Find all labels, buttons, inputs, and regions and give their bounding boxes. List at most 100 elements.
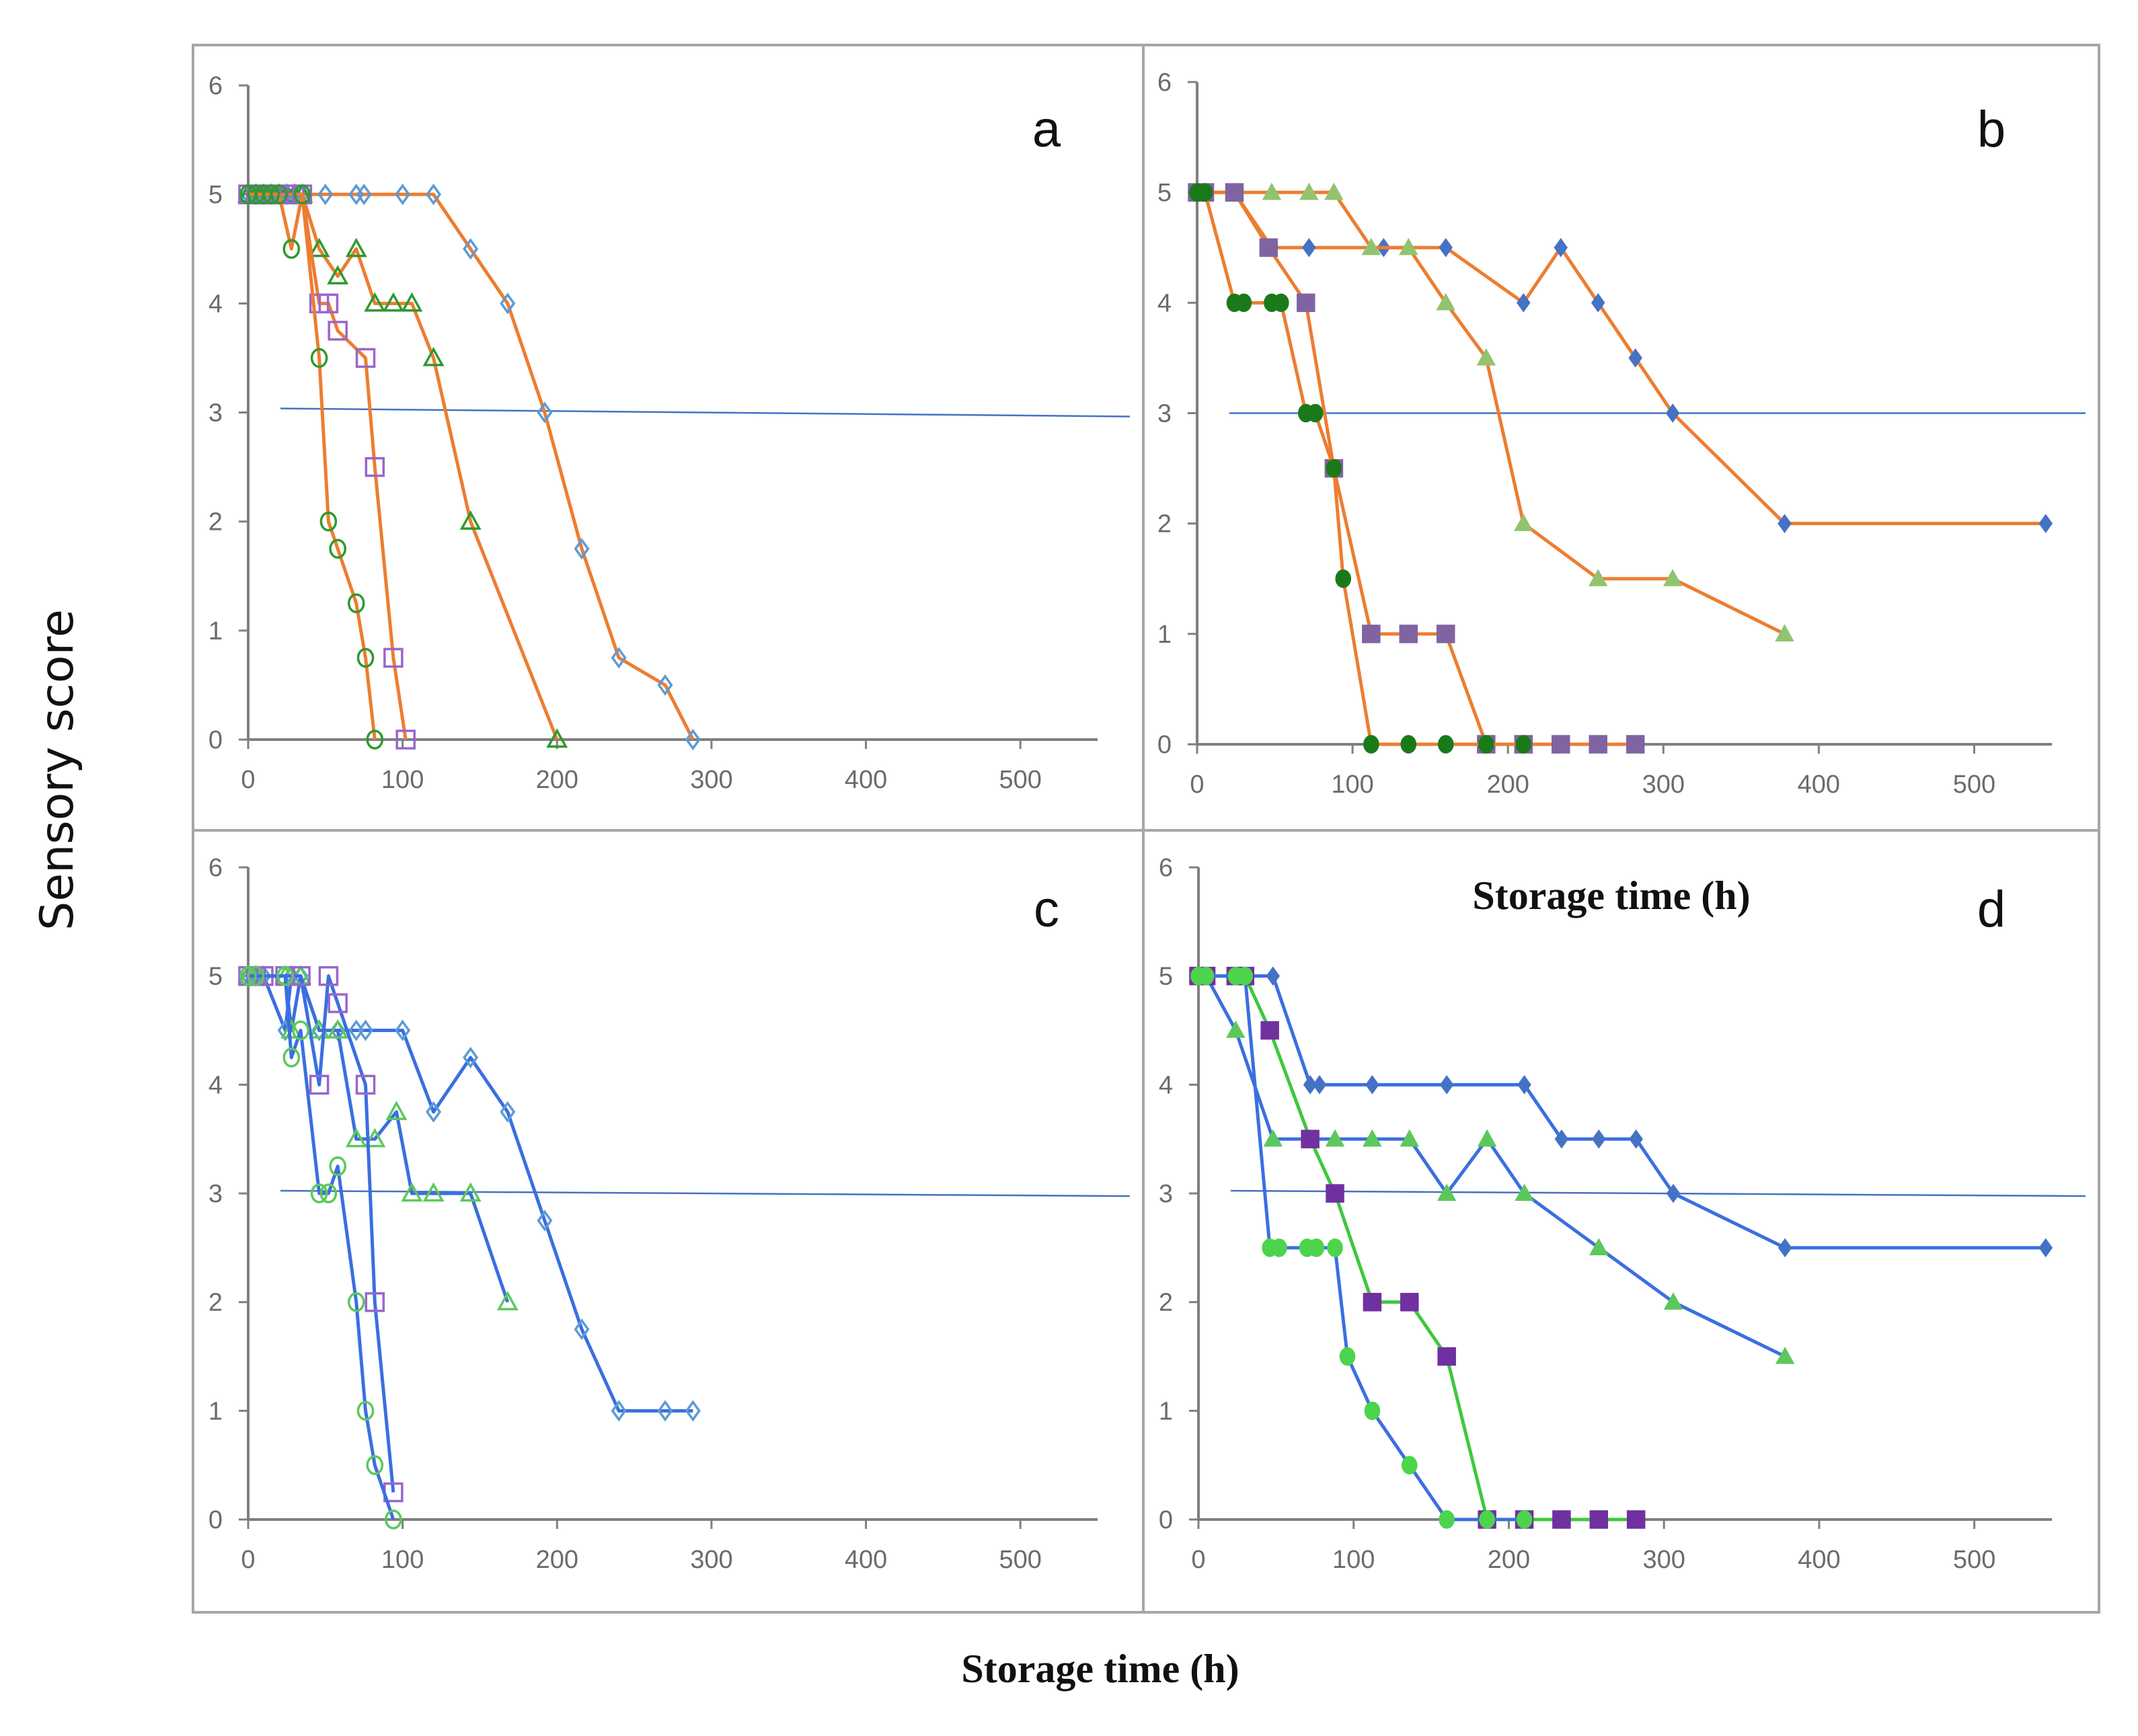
y-tick-label: 6 bbox=[208, 854, 223, 882]
x-tick-label: 400 bbox=[1798, 771, 1840, 799]
data-point-triangle bbox=[1477, 1129, 1497, 1147]
data-point-diamond bbox=[356, 184, 372, 206]
x-tick-label: 300 bbox=[1642, 1546, 1685, 1574]
data-point-diamond bbox=[463, 238, 479, 260]
data-point-circle bbox=[1196, 183, 1213, 202]
data-point-diamond bbox=[574, 538, 590, 560]
data-point-circle bbox=[1198, 966, 1215, 986]
data-point-circle bbox=[1363, 735, 1379, 754]
x-tick-label: 0 bbox=[1190, 771, 1204, 799]
data-point-diamond bbox=[1628, 348, 1642, 368]
data-point-square bbox=[1589, 1510, 1609, 1529]
data-point-triangle bbox=[546, 728, 568, 748]
data-point-circle bbox=[1272, 293, 1289, 313]
data-point-square bbox=[1589, 735, 1607, 754]
data-point-diamond bbox=[358, 1019, 374, 1041]
panel-d: 0 1 2 3 4 5 6 0 100 200 300 400 500 d bbox=[1142, 829, 2100, 1614]
data-point-diamond bbox=[1365, 1075, 1379, 1095]
data-point-diamond bbox=[317, 184, 334, 206]
data-point-square bbox=[395, 729, 416, 750]
x-tick-label: 400 bbox=[845, 1546, 887, 1574]
data-point-circle bbox=[293, 184, 311, 204]
y-tick-label: 3 bbox=[208, 399, 223, 428]
data-point-triangle bbox=[1663, 1292, 1683, 1310]
series-circle bbox=[239, 965, 402, 1530]
x-tick-label: 100 bbox=[381, 766, 424, 794]
data-point-triangle bbox=[345, 237, 367, 258]
data-point-square bbox=[1260, 1021, 1279, 1040]
data-point-triangle bbox=[364, 1128, 386, 1148]
y-tick-label: 0 bbox=[208, 726, 223, 754]
data-point-triangle bbox=[1361, 237, 1381, 255]
y-tick-label: 6 bbox=[1159, 854, 1173, 882]
data-point-circle bbox=[329, 539, 346, 559]
data-point-triangle bbox=[459, 510, 482, 530]
data-point-circle bbox=[1400, 735, 1417, 754]
x-tick-label: 0 bbox=[241, 766, 255, 794]
y-tick-label: 3 bbox=[208, 1180, 223, 1208]
data-point-square bbox=[1552, 735, 1570, 754]
data-point-triangle bbox=[1589, 1238, 1609, 1255]
data-point-square bbox=[1436, 625, 1455, 643]
data-point-square bbox=[1626, 1510, 1646, 1529]
y-tick-label: 2 bbox=[1159, 1289, 1173, 1317]
data-point-circle bbox=[247, 965, 265, 986]
panel-letter: c bbox=[1034, 881, 1059, 938]
x-tick-label: 500 bbox=[1953, 1546, 1995, 1574]
data-point-circle bbox=[1437, 735, 1454, 754]
data-point-triangle bbox=[364, 292, 386, 312]
data-point-square bbox=[1400, 1292, 1419, 1312]
threshold-line bbox=[280, 407, 1131, 418]
y-tick-label: 4 bbox=[1159, 1071, 1173, 1099]
y-tick-label: 0 bbox=[208, 1506, 223, 1534]
data-point-diamond bbox=[657, 1400, 673, 1422]
y-tick-label: 1 bbox=[1159, 1397, 1173, 1425]
x-tick-label: 300 bbox=[690, 1546, 732, 1574]
data-point-circle bbox=[292, 1020, 309, 1041]
data-point-diamond bbox=[1554, 237, 1568, 258]
x-tick-label: 100 bbox=[1331, 771, 1373, 799]
data-point-circle bbox=[1479, 1510, 1495, 1529]
y-tick-label: 2 bbox=[208, 508, 223, 537]
data-point-diamond bbox=[685, 729, 701, 750]
data-point-triangle bbox=[1400, 1129, 1420, 1147]
y-tick-label: 3 bbox=[1157, 400, 1172, 428]
data-point-circle bbox=[276, 965, 294, 986]
data-point-diamond bbox=[1666, 1183, 1681, 1204]
data-point-triangle bbox=[382, 292, 404, 312]
series-circle bbox=[1189, 183, 1532, 754]
y-axis-title: Sensory score bbox=[31, 609, 84, 931]
x-tick-label: 200 bbox=[1488, 1546, 1530, 1574]
data-point-square bbox=[355, 1074, 376, 1095]
data-point-triangle bbox=[1437, 1183, 1457, 1201]
x-tick-label: 0 bbox=[241, 1546, 255, 1574]
y-tick-label: 1 bbox=[1157, 621, 1172, 649]
data-point-square bbox=[355, 348, 376, 368]
x-tick-label: 300 bbox=[690, 766, 732, 794]
x-tick-label: 200 bbox=[536, 1546, 578, 1574]
y-tick-label: 5 bbox=[208, 963, 223, 991]
panel-letter: a bbox=[1032, 101, 1061, 158]
data-point-diamond bbox=[395, 184, 411, 206]
data-point-circle bbox=[262, 184, 280, 204]
data-point-triangle bbox=[1399, 237, 1418, 255]
x-tick-label: 300 bbox=[1642, 771, 1685, 799]
data-point-square bbox=[1437, 1347, 1456, 1366]
x-tick-label: 100 bbox=[1332, 1546, 1375, 1574]
data-point-circle bbox=[1335, 569, 1352, 588]
data-point-circle bbox=[1307, 403, 1324, 423]
data-point-square bbox=[1297, 293, 1315, 313]
data-point-diamond bbox=[611, 647, 627, 669]
y-tick-label: 2 bbox=[1157, 510, 1172, 539]
data-point-triangle bbox=[327, 1019, 349, 1039]
y-tick-label: 3 bbox=[1159, 1180, 1173, 1208]
data-point-triangle bbox=[401, 1182, 423, 1202]
data-point-diamond bbox=[1778, 1238, 1792, 1258]
threshold-line bbox=[1230, 1189, 2086, 1197]
x-tick-label: 400 bbox=[845, 766, 887, 794]
panel-letter: b bbox=[1977, 101, 2006, 158]
data-point-circle bbox=[1478, 735, 1494, 754]
data-point-circle bbox=[366, 729, 384, 750]
panel-a: 0 1 2 3 4 5 6 0 100 200 300 400 500 a bbox=[192, 44, 1145, 832]
data-point-circle bbox=[270, 184, 288, 204]
